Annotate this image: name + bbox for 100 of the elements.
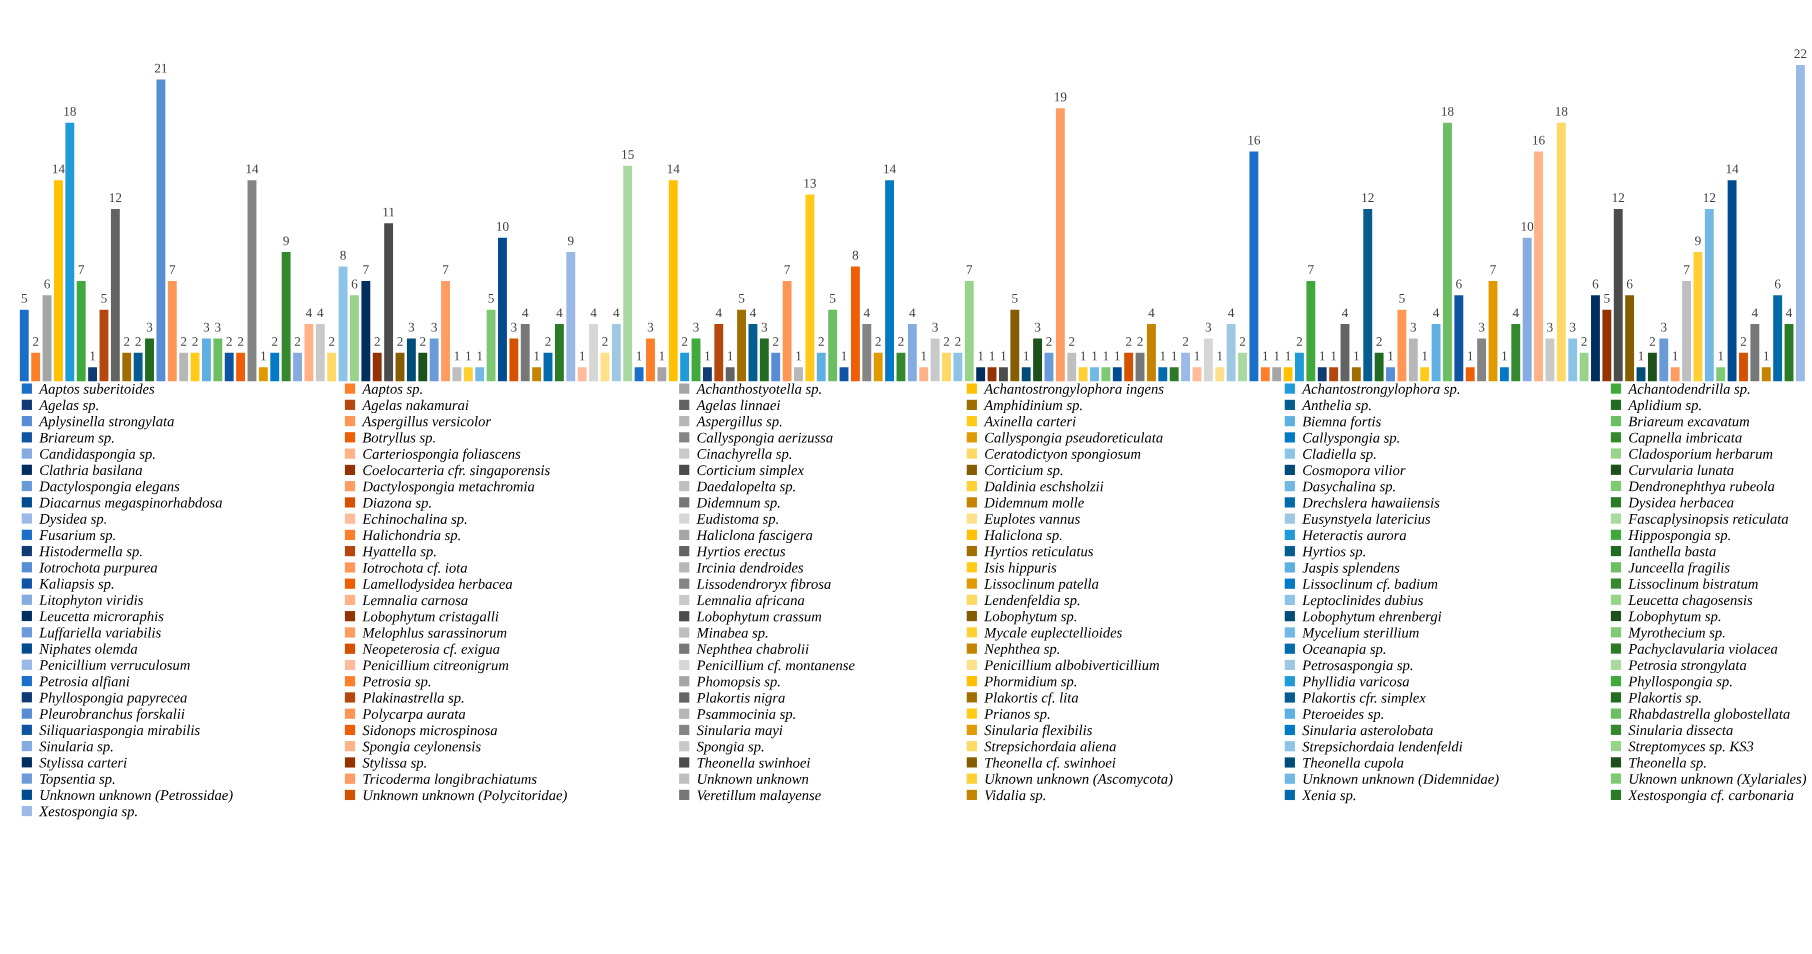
- bar: [862, 324, 872, 382]
- legend-label: Pleurobranchus forskalii: [39, 708, 185, 722]
- legend-label: Callyspongia pseudoreticulata: [985, 432, 1163, 446]
- legend-label: Ircinia dendroides: [696, 562, 804, 573]
- legend-label: Dasychalina sp.: [1302, 481, 1395, 495]
- data-label: 1: [989, 351, 995, 361]
- legend-label: Unknown unknown (Petrossidae): [40, 789, 233, 804]
- bar: [646, 338, 655, 382]
- bar: [475, 367, 485, 382]
- legend-label: Sinularia asterolobata: [1302, 724, 1433, 736]
- legend-label: Halichondria sp.: [362, 529, 460, 544]
- legend-label: Lissoclinum patella: [984, 578, 1099, 592]
- data-label: 1: [1468, 351, 1473, 361]
- data-label: 3: [1661, 322, 1667, 332]
- data-label: 2: [1182, 337, 1189, 346]
- data-label: 2: [545, 337, 551, 346]
- legend-label: Dactylospongia elegans: [39, 481, 180, 495]
- data-label: 1: [841, 351, 847, 361]
- data-label: 2: [602, 337, 608, 346]
- legend-label: Xestospongia cf. carbonaria: [1627, 789, 1794, 804]
- legend-label: Sinularia dissecta: [1628, 724, 1733, 736]
- bar: [1306, 280, 1316, 382]
- legend-label: Curvularia lunata: [1629, 464, 1734, 476]
- bar: [258, 367, 268, 382]
- legend-label: Ceratodictyon spongiosum: [985, 448, 1141, 462]
- legend-label: Leucetta chagosensis: [1628, 594, 1753, 608]
- legend-label: Echinochalina sp.: [362, 513, 467, 527]
- bar: [1408, 338, 1418, 382]
- data-label: 9: [567, 236, 574, 246]
- legend-label: Iotrochota purpurea: [39, 562, 158, 576]
- legend-label: Nephthea chabrolii: [696, 643, 809, 657]
- data-label: 7: [1684, 265, 1690, 274]
- bar: [1055, 108, 1065, 382]
- legend-label: Achanthostyotella sp.: [695, 383, 821, 397]
- bar: [953, 352, 963, 382]
- legend-label: Drechslera hawaiiensis: [1302, 497, 1440, 508]
- bar: [850, 266, 860, 382]
- bar: [589, 324, 598, 382]
- data-label: 2: [397, 337, 403, 346]
- bar: [167, 280, 177, 382]
- legend-label: Theonella swinhoei: [697, 757, 810, 768]
- data-label: 1: [1388, 351, 1394, 361]
- data-label: 15: [622, 150, 634, 159]
- legend-label: Jaspis splendens: [1302, 562, 1400, 576]
- legend-label: Stylissa sp.: [362, 757, 426, 771]
- legend-label: Capnella imbricata: [1629, 432, 1742, 446]
- data-label: 1: [1354, 351, 1359, 361]
- bar: [1295, 352, 1304, 382]
- bar: [1090, 367, 1099, 382]
- legend-label: Phyllospongia papyrecea: [39, 692, 187, 706]
- bar: [1659, 338, 1669, 382]
- data-label: 4: [909, 308, 916, 318]
- bar: [1579, 352, 1589, 382]
- legend-label: Siliquariaspongia mirabilis: [39, 724, 200, 739]
- bar: [794, 367, 803, 382]
- data-label: 2: [1740, 337, 1747, 346]
- legend-label: Aspergillus sp.: [695, 416, 782, 430]
- bar: [1397, 309, 1407, 382]
- data-label: 2: [294, 337, 301, 346]
- legend-label: Heteractis aurora: [1302, 530, 1407, 541]
- legend-label: Briareum excavatum: [1628, 416, 1750, 427]
- data-label: 7: [363, 265, 369, 274]
- data-label: 4: [1228, 308, 1235, 318]
- data-label: 5: [21, 294, 28, 303]
- bar: [1386, 367, 1395, 382]
- legend-label: Pteroeides sp.: [1302, 708, 1383, 722]
- data-label: 4: [1433, 308, 1440, 318]
- legend-label: Phyllospongia sp.: [1628, 676, 1732, 690]
- legend-label: Cladosporium herbarum: [1629, 448, 1773, 462]
- bar: [110, 208, 120, 382]
- data-label: 14: [884, 164, 896, 174]
- data-label: 16: [1533, 135, 1545, 145]
- legend-label: Theonella cf. swinhoei: [985, 757, 1116, 771]
- data-label: 18: [1555, 106, 1568, 116]
- bar: [270, 352, 280, 382]
- data-label: 1: [1274, 351, 1280, 361]
- data-label: 19: [1054, 92, 1067, 102]
- bar: [623, 165, 633, 382]
- bar: [281, 252, 291, 382]
- legend-label: Oceanapia sp.: [1302, 644, 1386, 657]
- legend-label: Carteriospongia foliascens: [363, 448, 521, 462]
- data-label: 1: [1638, 351, 1644, 361]
- bar: [1021, 367, 1031, 382]
- data-label: 4: [556, 308, 563, 318]
- bar: [1670, 367, 1680, 382]
- bar: [554, 324, 564, 382]
- legend-label: Myrothecium sp.: [1628, 627, 1725, 641]
- legend-label: Didemnum sp.: [696, 497, 780, 511]
- bar: [759, 338, 769, 382]
- data-label: 2: [1046, 337, 1052, 346]
- legend-label: Petrosia sp.: [362, 676, 431, 690]
- data-label: 1: [1263, 351, 1268, 361]
- data-label: 3: [1205, 322, 1212, 332]
- bar: [156, 79, 166, 382]
- bar: [1351, 367, 1361, 382]
- data-label: 1: [1331, 351, 1337, 361]
- legend-label: Iotrochota cf. iota: [362, 562, 468, 576]
- legend-label: Hippospongia sp.: [1628, 530, 1730, 544]
- data-label: 2: [226, 337, 232, 346]
- data-label: 1: [1285, 351, 1291, 361]
